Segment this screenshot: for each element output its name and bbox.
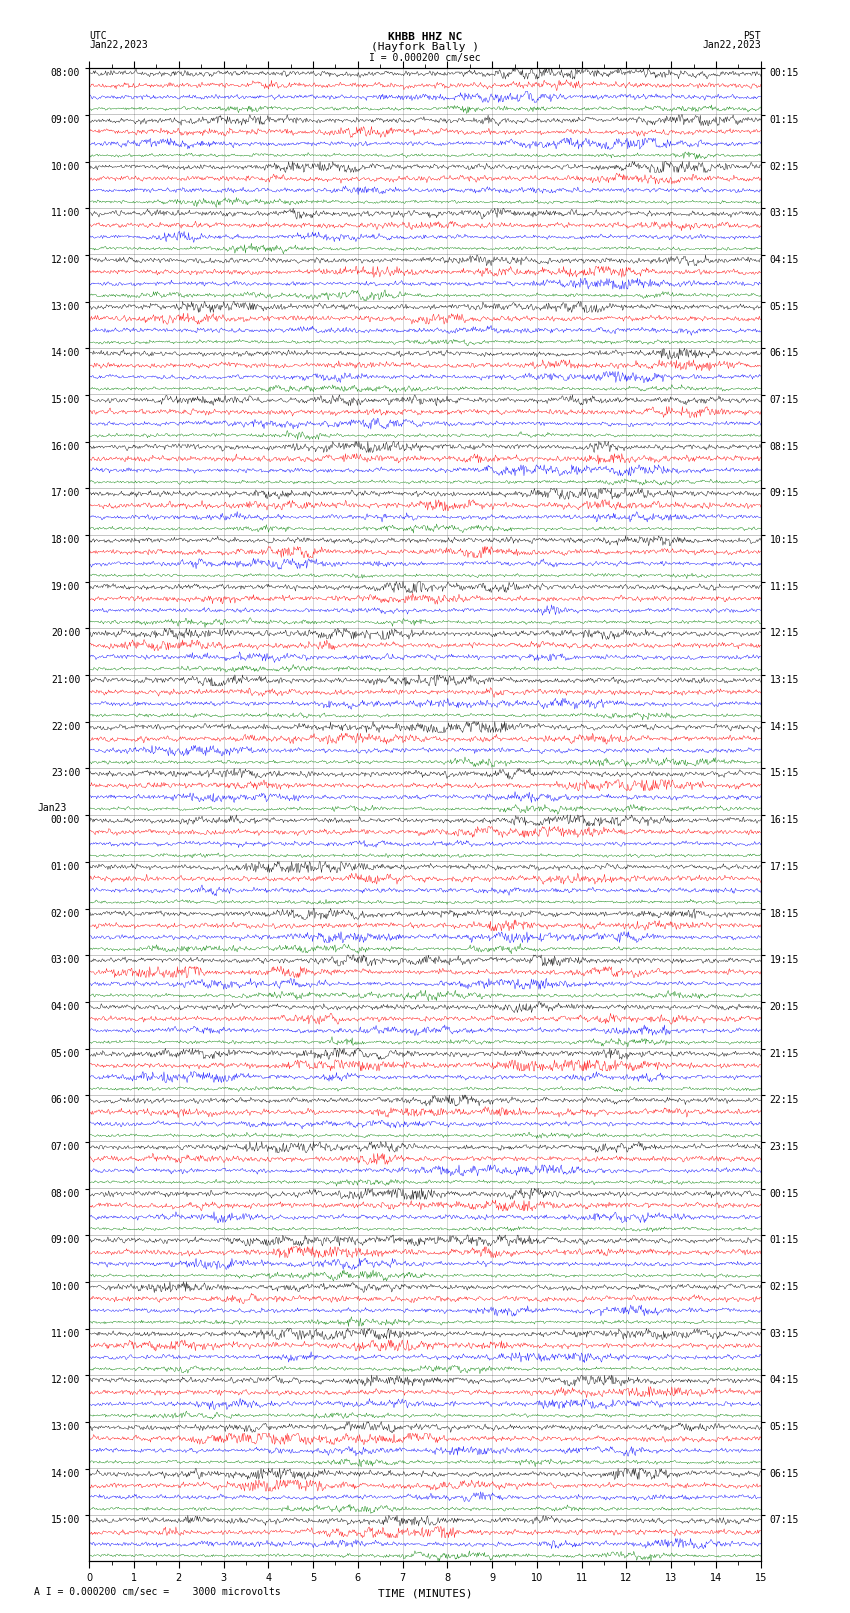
- Text: KHBB HHZ NC: KHBB HHZ NC: [388, 32, 462, 42]
- Text: A I = 0.000200 cm/sec =    3000 microvolts: A I = 0.000200 cm/sec = 3000 microvolts: [34, 1587, 280, 1597]
- X-axis label: TIME (MINUTES): TIME (MINUTES): [377, 1589, 473, 1598]
- Text: (Hayfork Bally ): (Hayfork Bally ): [371, 42, 479, 52]
- Text: UTC: UTC: [89, 31, 107, 40]
- Text: Jan22,2023: Jan22,2023: [702, 40, 761, 50]
- Text: I = 0.000200 cm/sec: I = 0.000200 cm/sec: [369, 53, 481, 63]
- Text: Jan23: Jan23: [37, 803, 67, 813]
- Text: PST: PST: [743, 31, 761, 40]
- Text: Jan22,2023: Jan22,2023: [89, 40, 148, 50]
